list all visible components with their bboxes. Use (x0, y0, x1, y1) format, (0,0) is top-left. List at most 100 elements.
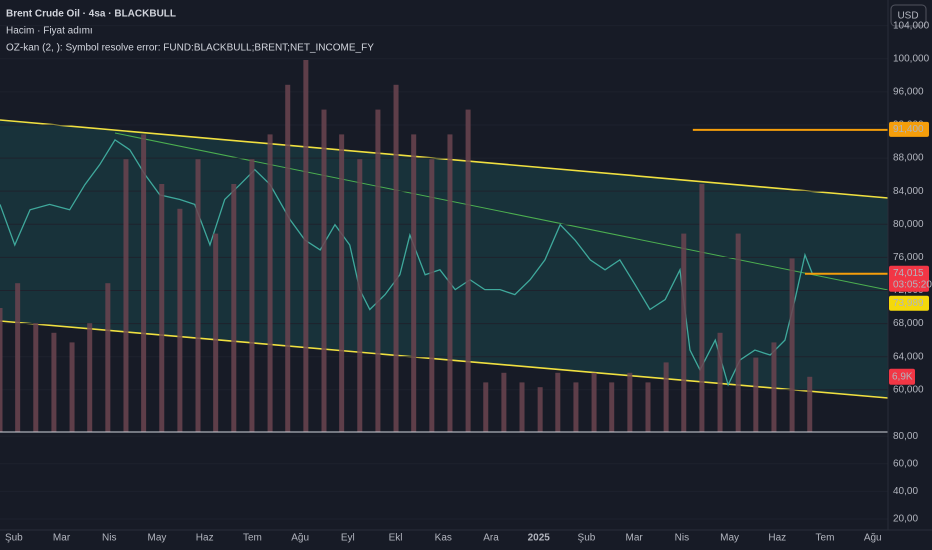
y-tick-label: 40,00 (893, 486, 918, 497)
x-tick-label: Haz (196, 533, 214, 544)
volume-bar (789, 258, 795, 432)
volume-bar (501, 372, 507, 432)
volume-bar (807, 376, 813, 432)
volume-bar (699, 184, 705, 432)
price-label: 91,400 (893, 124, 924, 135)
volume-bar (591, 372, 597, 432)
x-tick-label: 2025 (528, 533, 551, 544)
volume-bar (0, 308, 3, 432)
volume-bar (213, 233, 219, 432)
y-tick-label: 100,000 (893, 53, 930, 64)
volume-bar (627, 372, 633, 432)
x-tick-label: Nis (102, 533, 116, 544)
x-tick-label: Ağu (291, 533, 309, 544)
indicator-volume: Hacim · Fiyat adımı (6, 26, 93, 37)
y-tick-label: 60,00 (893, 458, 918, 469)
x-tick-label: Nis (675, 533, 689, 544)
volume-bar (177, 208, 183, 432)
channel-fill (0, 120, 888, 398)
volume-bar (753, 357, 759, 432)
volume-bar (537, 387, 543, 432)
volume-bar (447, 134, 453, 432)
volume-bar (303, 60, 309, 432)
trend-line (114, 132, 889, 291)
channel-upper (0, 119, 889, 199)
volume-bar (15, 283, 21, 432)
volume-bar (429, 159, 435, 432)
y-tick-label: 80,00 (893, 431, 918, 442)
volume-bar (717, 332, 723, 432)
x-tick-label: Ekl (389, 533, 403, 544)
y-tick-label: 96,000 (893, 87, 924, 98)
volume-bar (663, 362, 669, 432)
price-label-box (889, 121, 929, 137)
price-countdown: 03:05:20 (893, 279, 932, 290)
volume-bar (87, 323, 93, 432)
currency-label[interactable]: USD (897, 11, 918, 22)
x-tick-label: Tem (816, 533, 835, 544)
currency-button[interactable] (890, 4, 927, 27)
volume-bar (375, 109, 381, 432)
volume-label: 6,9K (892, 371, 913, 382)
x-tick-label: Ağu (864, 533, 882, 544)
symbol-title: Brent Crude Oil · 4sa · BLACKBULL (6, 9, 176, 20)
volume-bar (483, 382, 489, 432)
volume-bar (609, 382, 615, 432)
price-label: 73,989 (893, 298, 924, 309)
volume-bar (735, 233, 741, 432)
volume-bar (681, 233, 687, 432)
x-tick-label: Haz (768, 533, 786, 544)
y-tick-label: 104,000 (893, 20, 930, 31)
volume-bar (771, 342, 777, 432)
y-tick-label: 80,000 (893, 219, 924, 230)
volume-bar (339, 134, 345, 432)
volume-bar (105, 283, 111, 432)
x-tick-label: Mar (626, 533, 644, 544)
volume-bar (555, 372, 561, 432)
x-tick-label: Eyl (341, 533, 355, 544)
y-tick-label: 84,000 (893, 186, 924, 197)
volume-bar (285, 84, 291, 433)
x-tick-label: Şub (578, 533, 596, 544)
y-tick-label: 88,000 (893, 153, 924, 164)
volume-bar (231, 184, 237, 432)
volume-bar (357, 159, 363, 432)
plot-layer (0, 25, 888, 520)
x-tick-label: Şub (5, 533, 23, 544)
x-tick-label: Ara (483, 533, 499, 544)
price-line (0, 138, 813, 387)
volume-bar (51, 332, 57, 432)
y-tick-label: 60,000 (893, 384, 924, 395)
volume-bar (141, 134, 147, 432)
x-tick-label: Mar (53, 533, 71, 544)
x-tick-label: May (720, 533, 739, 544)
volume-bar (573, 382, 579, 432)
volume-bar (249, 159, 255, 432)
price-label-box (889, 265, 929, 292)
y-tick-label: 68,000 (893, 318, 924, 329)
volume-bar (195, 159, 201, 432)
x-tick-label: May (148, 533, 167, 544)
volume-label-box (889, 368, 915, 385)
volume-bar (33, 323, 39, 432)
volume-bar (465, 109, 471, 432)
price-label-box (889, 295, 929, 311)
volume-bar (393, 84, 399, 433)
volume-bar (159, 184, 165, 432)
volume-bar (267, 134, 273, 432)
volume-bar (645, 382, 651, 432)
price-label: 74,015 (893, 268, 924, 279)
y-tick-label: 20,00 (893, 514, 918, 525)
indicator-error: OZ-kan (2, ): Symbol resolve error: FUND… (6, 43, 374, 54)
volume-bar (411, 134, 417, 432)
volume-bar (69, 342, 75, 432)
x-tick-label: Tem (243, 533, 262, 544)
x-tick-label: Kas (435, 533, 452, 544)
volume-bar (123, 159, 129, 432)
y-tick-label: 64,000 (893, 351, 924, 362)
volume-bar (519, 382, 525, 432)
volume-bar (321, 109, 327, 432)
y-tick-label: 76,000 (893, 252, 924, 263)
